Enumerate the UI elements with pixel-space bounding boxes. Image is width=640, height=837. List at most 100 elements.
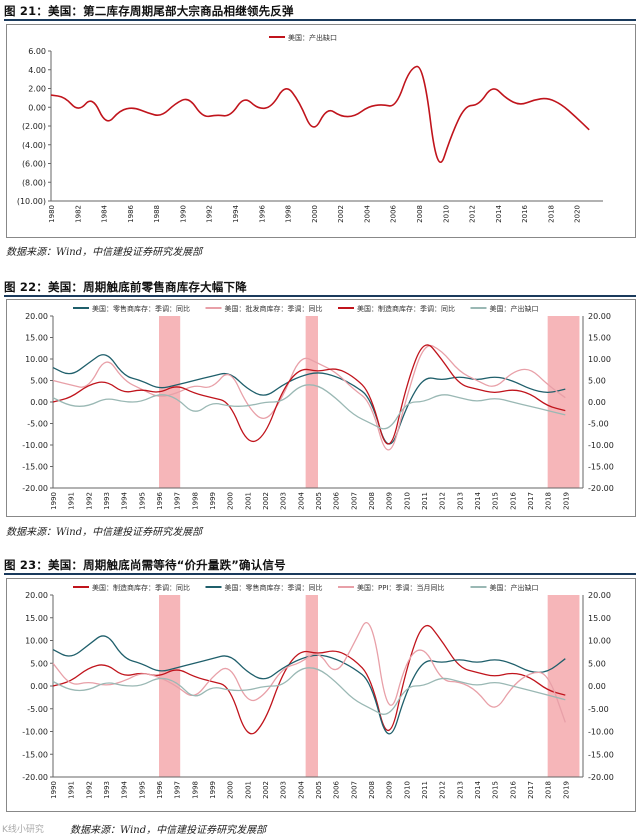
- x-tick-label: 2016: [509, 780, 517, 798]
- x-tick-label: 1996: [156, 780, 164, 798]
- x-tick-label: 2005: [315, 781, 323, 799]
- x-tick-label: 1988: [153, 205, 161, 223]
- figure-21-source: 数据来源：Wind，中信建投证券研究发展部: [6, 247, 203, 258]
- x-tick-label: 2014: [474, 780, 482, 798]
- x-tick-label: 2016: [509, 491, 517, 509]
- x-tick-label: 2010: [442, 205, 450, 223]
- y-tick-label: 6.00: [28, 47, 46, 56]
- y-tick-label: -5.00: [27, 705, 48, 714]
- x-tick-label: 2003: [280, 492, 288, 510]
- x-tick-label: 2004: [363, 204, 371, 222]
- y-tick-label-right: -10.00: [588, 728, 614, 737]
- x-tick-label: 1984: [101, 204, 109, 222]
- shaded-period-1: [305, 595, 318, 777]
- y-tick-label: 0.00: [30, 682, 48, 691]
- y-tick-label: -5.00: [27, 420, 48, 429]
- y-tick-label: 0.00: [30, 398, 48, 407]
- x-tick-label: 2018: [545, 492, 553, 510]
- figure-21-chart: 6.00 4.00 2.00 0.00 (2.00) (4.00) (6.00) (8.00)…: [6, 24, 636, 238]
- y-tick-label: 2.00: [28, 85, 46, 94]
- x-tick-label: 2010: [403, 781, 411, 799]
- x-tick-label: 1993: [103, 781, 111, 799]
- series-line-3: [52, 667, 566, 715]
- series-line-2: [52, 344, 566, 445]
- chart-svg-1: 20.00 20.00 15.00 15.00 10.00 10.00 5.00 5.00 0.…: [22, 304, 614, 510]
- x-tick-label: 2019: [562, 492, 570, 510]
- x-tick-label: 2017: [527, 492, 535, 510]
- x-tick-label: 2015: [492, 781, 500, 799]
- figure-22-title: 图 22：美国：周期触底前零售商库存大幅下降: [4, 280, 247, 294]
- y-tick-label: (4.00): [22, 141, 46, 150]
- series-line-0: [52, 354, 566, 445]
- y-tick-label: -15.00: [22, 750, 48, 759]
- series-line-1: [52, 344, 566, 451]
- y-tick-label-right: -20.00: [588, 773, 614, 782]
- y-tick-label: 5.00: [30, 659, 48, 668]
- y-tick-label: 5.00: [30, 377, 48, 386]
- figure-23-rule: [4, 573, 636, 575]
- watermark: K线小研究: [2, 825, 44, 835]
- x-tick-label: 1986: [127, 204, 135, 222]
- x-tick-label: 2007: [350, 781, 358, 799]
- x-tick-label: 2006: [333, 780, 341, 798]
- legend-label: 美国：制造商库存：季调：同比: [92, 583, 190, 592]
- y-tick-label-right: 0.00: [588, 682, 606, 691]
- x-tick-label: 2015: [492, 492, 500, 510]
- figure-21-rule: [4, 19, 636, 21]
- x-tick-label: 1994: [232, 204, 240, 222]
- figure-23-chart: 20.00 20.00 15.00 15.00 10.00 10.00 5.00 5.00 0.…: [6, 578, 636, 812]
- figure-22-rule: [4, 295, 636, 297]
- y-tick-label-right: 15.00: [588, 614, 611, 623]
- shaded-period-1: [305, 316, 318, 488]
- x-tick-label: 2006: [390, 204, 398, 222]
- y-tick-label: -15.00: [22, 463, 48, 472]
- series-line-1: [52, 635, 566, 735]
- x-tick-label: 1992: [85, 492, 93, 510]
- y-tick-label-right: -10.00: [588, 441, 614, 450]
- x-tick-label: 2005: [315, 492, 323, 510]
- y-tick-label-right: -5.00: [588, 705, 609, 714]
- y-tick-label: -10.00: [22, 728, 48, 737]
- y-tick-label-right: 20.00: [588, 591, 611, 600]
- figure-23-title: 图 23：美国：周期触底尚需等待“价升量跌”确认信号: [4, 558, 286, 572]
- figure-22-source: 数据来源：Wind，中信建投证券研究发展部: [6, 527, 203, 538]
- x-tick-label: 2011: [421, 492, 429, 510]
- x-tick-label: 1992: [85, 781, 93, 799]
- x-tick-label: 1990: [50, 781, 58, 799]
- x-tick-label: 1992: [206, 205, 214, 223]
- x-tick-label: 2018: [547, 205, 555, 223]
- x-tick-label: 2004: [297, 491, 305, 509]
- legend: 美国：制造商库存：季调：同比 美国：零售商库存：季调：同比 美国：PPI：季调：当月…: [73, 583, 539, 592]
- y-tick-label-right: 5.00: [588, 377, 606, 386]
- y-tick-label-right: 0.00: [588, 398, 606, 407]
- y-tick-label: (8.00): [22, 178, 46, 187]
- x-tick-label: 2002: [337, 205, 345, 223]
- chart-svg-0: 6.00 4.00 2.00 0.00 (2.00) (4.00) (6.00) (8.00)…: [17, 33, 603, 223]
- figure-23-source: 数据来源：Wind，中信建投证券研究发展部: [70, 825, 267, 836]
- x-tick-label: 2002: [262, 492, 270, 510]
- y-tick-label: (2.00): [22, 122, 46, 131]
- x-tick-label: 2006: [333, 491, 341, 509]
- y-tick-label: 0.00: [28, 103, 46, 112]
- x-tick-label: 2016: [521, 204, 529, 222]
- x-tick-label: 2002: [262, 781, 270, 799]
- y-tick-label-right: -5.00: [588, 420, 609, 429]
- x-tick-label: 2018: [545, 781, 553, 799]
- x-tick-label: 2008: [368, 492, 376, 510]
- y-tick-label: -20.00: [22, 773, 48, 782]
- y-tick-label-right: 15.00: [588, 334, 611, 343]
- y-tick-label: (10.00): [17, 197, 46, 206]
- y-tick-label: -20.00: [22, 484, 48, 493]
- x-tick-label: 1982: [74, 205, 82, 223]
- x-tick-label: 1993: [103, 492, 111, 510]
- y-tick-label: 15.00: [25, 334, 48, 343]
- x-tick-label: 2008: [416, 205, 424, 223]
- x-tick-label: 1995: [138, 781, 146, 799]
- y-tick-label-right: 10.00: [588, 637, 611, 646]
- y-tick-label-right: -15.00: [588, 750, 614, 759]
- y-tick-label: (6.00): [22, 160, 46, 169]
- x-tick-label: 2013: [456, 781, 464, 799]
- x-tick-label: 1998: [191, 781, 199, 799]
- legend-label: 美国：批发商库存：季调：同比: [225, 304, 323, 313]
- x-tick-label: 1994: [121, 780, 129, 798]
